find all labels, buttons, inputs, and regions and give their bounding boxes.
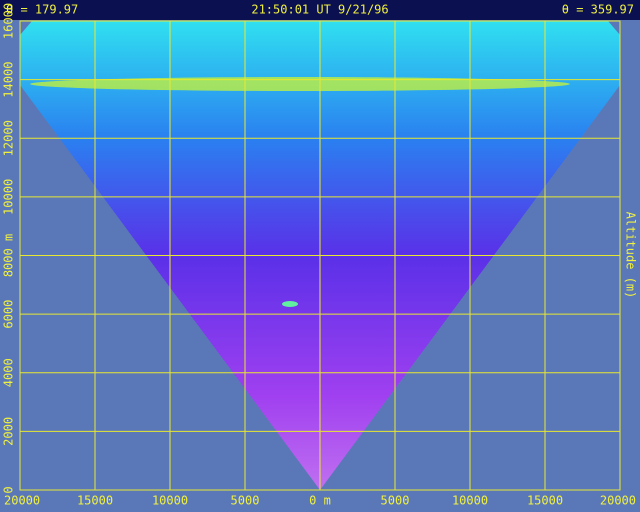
header-bar xyxy=(0,0,640,20)
x-tick-label: 10000 xyxy=(152,494,188,508)
y-tick-label: 4000 xyxy=(2,358,16,387)
cloud-patch xyxy=(282,301,298,307)
y-tick-label: 8000 m xyxy=(2,234,16,277)
x-tick-label: 20000 xyxy=(4,494,40,508)
theta-left: θ = 179.97 xyxy=(6,3,78,17)
x-tick-label: 15000 xyxy=(77,494,113,508)
x-tick-label: 5000 xyxy=(381,494,410,508)
y-tick-label: 14000 xyxy=(2,62,16,98)
y-axis-label: Altitude (m) xyxy=(624,212,638,299)
y-tick-label: 12000 xyxy=(2,120,16,156)
y-tick-label: 16000 xyxy=(2,3,16,39)
cloud-layer xyxy=(30,77,570,91)
x-tick-label: 20000 xyxy=(600,494,636,508)
theta-right: θ = 359.97 xyxy=(562,3,634,17)
y-tick-label: 6000 xyxy=(2,300,16,329)
y-tick-label: 10000 xyxy=(2,179,16,215)
y-tick-label: 0 xyxy=(2,486,16,493)
x-tick-label: 5000 xyxy=(231,494,260,508)
y-tick-label: 2000 xyxy=(2,417,16,446)
plot-frame xyxy=(19,20,621,491)
x-tick-label: 10000 xyxy=(452,494,488,508)
x-tick-label: 15000 xyxy=(527,494,563,508)
timestamp: 21:50:01 UT 9/21/96 xyxy=(251,3,388,17)
x-tick-label: 0 m xyxy=(309,494,331,508)
